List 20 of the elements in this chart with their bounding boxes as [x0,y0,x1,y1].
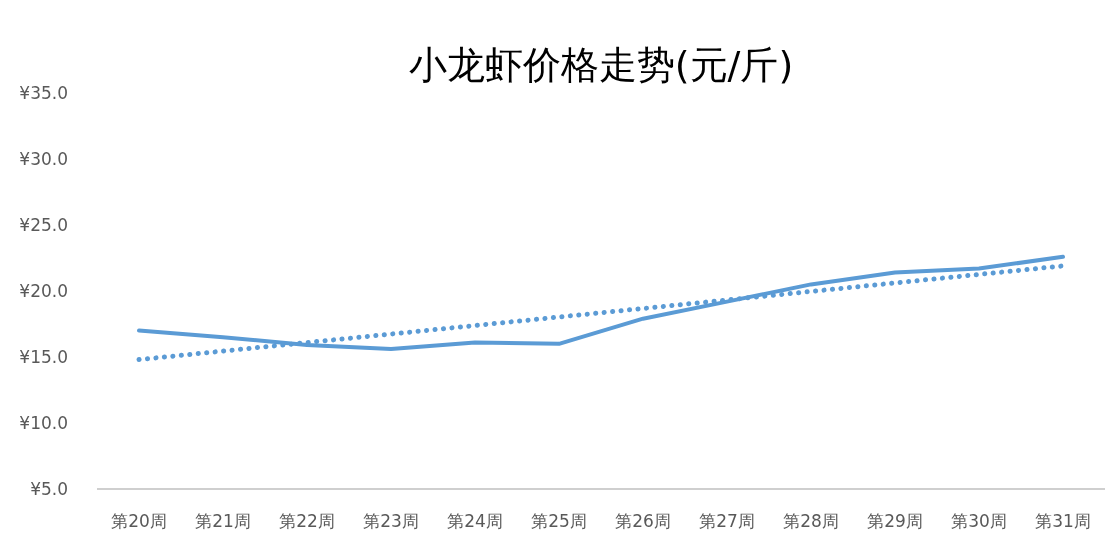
x-tick-label: 第22周 [279,511,335,531]
y-tick-label: ¥10.0 [19,413,68,433]
x-tick-label: 第31周 [1035,511,1091,531]
chart-title: 小龙虾价格走势(元/斤) [408,43,794,87]
x-tick-label: 第30周 [951,511,1007,531]
x-tick-label: 第23周 [363,511,419,531]
x-tick-label: 第28周 [783,511,839,531]
x-tick-label: 第29周 [867,511,923,531]
y-tick-label: ¥20.0 [19,281,68,301]
x-tick-label: 第24周 [447,511,503,531]
x-tick-label: 第25周 [531,511,587,531]
y-tick-label: ¥35.0 [19,83,68,103]
y-tick-label: ¥15.0 [19,347,68,367]
x-tick-label: 第26周 [615,511,671,531]
x-tick-label: 第27周 [699,511,755,531]
y-tick-label: ¥30.0 [19,149,68,169]
y-tick-label: ¥5.0 [30,479,68,499]
x-tick-label: 第20周 [111,511,167,531]
y-tick-label: ¥25.0 [19,215,68,235]
x-tick-label: 第21周 [195,511,251,531]
